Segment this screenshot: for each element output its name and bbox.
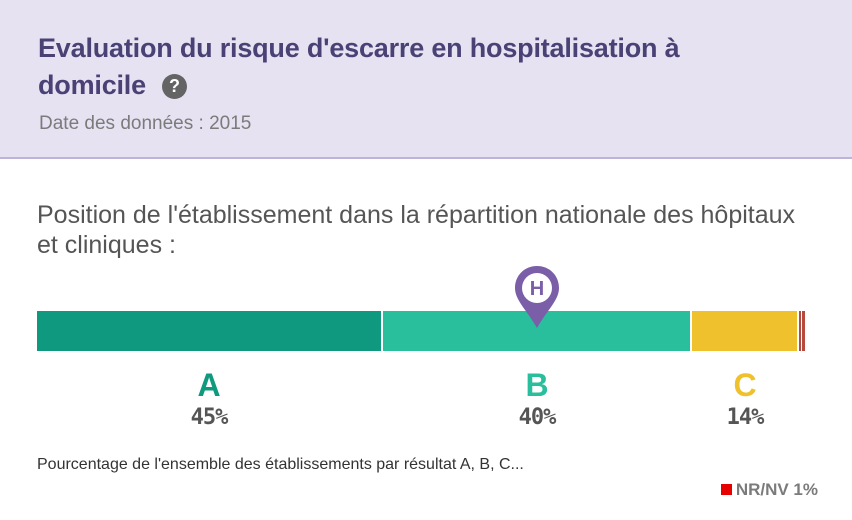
bar-segment-c bbox=[692, 311, 797, 351]
grade-letter-c: C bbox=[733, 367, 757, 403]
page-title: Evaluation du risque d'escarre en hospit… bbox=[38, 30, 758, 104]
nr-legend-swatch bbox=[720, 484, 732, 495]
grade-percent-b: 40% bbox=[518, 405, 557, 430]
page-title-text: Evaluation du risque d'escarre en hospit… bbox=[38, 33, 680, 100]
data-date: Date des données : 2015 bbox=[39, 113, 252, 134]
marker-letter: H bbox=[530, 278, 544, 300]
hospital-marker-icon: H bbox=[515, 266, 559, 328]
grade-percent-a: 45% bbox=[190, 405, 229, 430]
grade-letter-a: A bbox=[197, 367, 221, 403]
bar-segment-a bbox=[37, 311, 381, 351]
chart-caption: Pourcentage de l'ensemble des établissem… bbox=[37, 456, 524, 473]
nr-legend-label: NR/NV 1% bbox=[735, 480, 818, 499]
header-panel: Evaluation du risque d'escarre en hospit… bbox=[0, 0, 852, 159]
question-circle-icon[interactable]: ? bbox=[161, 74, 187, 99]
bar-segment-nr bbox=[799, 311, 805, 351]
grade-letter-b: B bbox=[525, 367, 549, 403]
grade-percent-c: 14% bbox=[726, 405, 765, 430]
nr-legend: NR/NV 1% bbox=[720, 480, 818, 500]
bar-segment-nr-divider bbox=[801, 311, 802, 351]
section-subtitle: Position de l'établissement dans la répa… bbox=[37, 201, 796, 259]
